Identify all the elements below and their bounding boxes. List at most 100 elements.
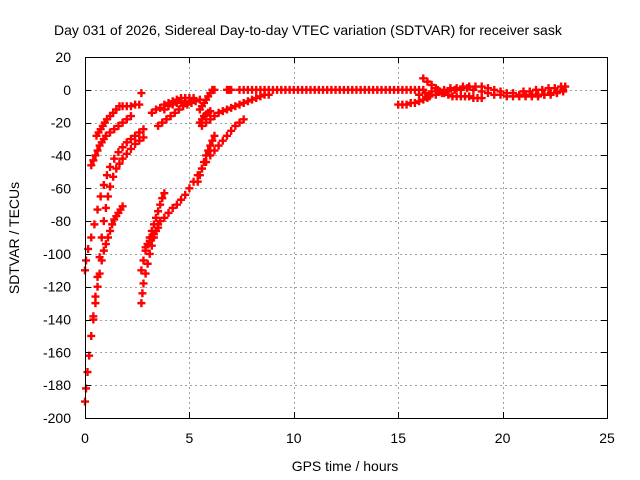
data-point: [137, 266, 146, 275]
data-point: [103, 233, 112, 242]
data-point: [154, 223, 163, 232]
data-point: [87, 233, 96, 242]
data-point: [174, 105, 183, 114]
data-point: [431, 90, 440, 99]
data-point: [172, 98, 181, 107]
data-point: [170, 108, 179, 117]
data-point: [231, 121, 240, 130]
x-tick-label: 20: [495, 430, 511, 446]
data-point: [552, 89, 561, 98]
data-point: [108, 220, 117, 229]
data-point: [138, 289, 147, 298]
series-arc-x: [519, 82, 570, 96]
data-point: [82, 256, 91, 265]
series-arc-p: [195, 107, 215, 127]
data-point: [106, 182, 115, 191]
data-point: [191, 97, 200, 106]
axis-ticks: [85, 57, 608, 419]
data-point: [158, 194, 167, 203]
series-arc-d: [92, 100, 144, 140]
data-point: [110, 154, 119, 163]
series-arc-f: [137, 89, 146, 98]
data-point: [208, 136, 217, 145]
data-point: [101, 203, 110, 212]
data-point: [227, 103, 236, 112]
data-point: [101, 131, 110, 140]
y-tick-label: -120: [43, 279, 71, 295]
data-point: [99, 180, 108, 189]
data-point: [156, 217, 165, 226]
data-point: [218, 107, 227, 116]
data-point: [525, 87, 534, 96]
data-point: [135, 100, 144, 109]
data-point: [438, 89, 447, 98]
data-point: [93, 205, 102, 214]
data-point: [96, 192, 105, 201]
data-point: [425, 92, 434, 101]
y-tick-label: -100: [43, 246, 71, 262]
series-arc-n: [197, 90, 273, 130]
data-point: [248, 95, 257, 104]
data-point: [179, 102, 188, 111]
data-point: [421, 89, 430, 98]
data-point: [239, 115, 248, 124]
data-point: [534, 92, 543, 101]
data-point: [99, 217, 108, 226]
y-tick-label: -200: [43, 410, 71, 426]
data-point: [90, 220, 99, 229]
data-point: [101, 240, 110, 249]
data-point: [135, 136, 144, 145]
data-point: [227, 85, 236, 94]
data-point: [126, 135, 135, 144]
data-point: [168, 203, 177, 212]
data-point: [193, 177, 202, 186]
data-point: [126, 144, 135, 153]
data-point: [550, 84, 559, 93]
data-point: [177, 195, 186, 204]
data-point: [102, 171, 111, 180]
data-point: [109, 172, 118, 181]
x-axis-label: GPS time / hours: [292, 458, 399, 474]
data-point: [87, 161, 96, 170]
data-point: [483, 89, 492, 98]
data-point: [156, 103, 165, 112]
data-point: [546, 90, 555, 99]
y-tick-label: -140: [43, 312, 71, 328]
data-point: [154, 207, 163, 216]
data-point: [151, 213, 160, 222]
series-arc-e: [89, 202, 127, 324]
data-point: [202, 151, 211, 160]
data-point: [139, 125, 148, 134]
data-point: [99, 246, 108, 255]
data-point: [114, 121, 123, 130]
data-point: [87, 331, 96, 340]
data-point: [93, 282, 102, 291]
data-point: [118, 143, 127, 152]
data-point: [122, 115, 131, 124]
data-point: [227, 126, 236, 135]
data-point: [118, 202, 127, 211]
data-point: [427, 87, 436, 96]
data-point: [206, 107, 215, 116]
x-tick-label: 5: [186, 430, 194, 446]
series-arc-r: [235, 85, 428, 94]
data-point: [160, 189, 169, 198]
data-point: [156, 200, 165, 209]
data-point: [185, 184, 194, 193]
x-tick-label: 25: [599, 430, 615, 446]
data-point: [106, 162, 115, 171]
data-point: [496, 90, 505, 99]
data-point: [115, 159, 124, 168]
data-point: [419, 95, 428, 104]
data-point: [200, 158, 209, 167]
data-point: [210, 85, 219, 94]
data-point: [131, 131, 140, 140]
series-arc-l: [160, 97, 190, 114]
data-point: [122, 149, 131, 158]
data-point: [118, 154, 127, 163]
series-arc-o: [195, 85, 219, 114]
data-point: [139, 133, 148, 142]
data-point: [423, 77, 432, 86]
x-tick-label: 15: [390, 430, 406, 446]
data-point: [158, 118, 167, 127]
